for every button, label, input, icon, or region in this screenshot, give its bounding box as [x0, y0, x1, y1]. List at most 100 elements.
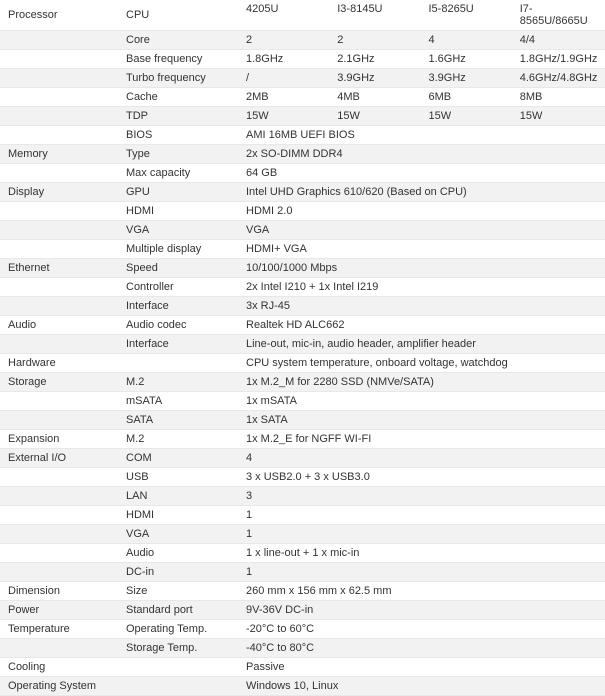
value-cell: I5-8265U	[423, 0, 514, 30]
attribute-cell: SATA	[120, 411, 240, 429]
attribute-cell: M.2	[120, 430, 240, 448]
category-cell: Cooling	[0, 658, 120, 676]
value-wrap: 1 x line-out + 1 x mic-in	[240, 544, 605, 562]
attribute-cell: LAN	[120, 487, 240, 505]
table-row: HardwareCPU system temperature, onboard …	[0, 354, 605, 373]
value-wrap: 2x Intel I210 + 1x Intel I219	[240, 278, 605, 296]
value-cell: 4.6GHz/4.8GHz	[514, 69, 605, 87]
value-cell: AMI 16MB UEFI BIOS	[240, 126, 605, 144]
table-row: BIOSAMI 16MB UEFI BIOS	[0, 126, 605, 145]
table-row: Interface3x RJ-45	[0, 297, 605, 316]
value-cell: 1x M.2_M for 2280 SSD (NMVe/SATA)	[240, 373, 605, 391]
value-wrap: HDMI+ VGA	[240, 240, 605, 258]
value-cell: 3x RJ-45	[240, 297, 605, 315]
table-row: Audio1 x line-out + 1 x mic-in	[0, 544, 605, 563]
category-cell	[0, 94, 120, 100]
value-cell: Realtek HD ALC662	[240, 316, 605, 334]
value-wrap: 10/100/1000 Mbps	[240, 259, 605, 277]
value-wrap: 2x SO-DIMM DDR4	[240, 145, 605, 163]
category-cell: Operating System	[0, 677, 120, 695]
attribute-cell: Core	[120, 31, 240, 49]
value-wrap: /3.9GHz3.9GHz4.6GHz/4.8GHz	[240, 69, 605, 87]
table-row: DimensionSize260 mm x 156 mm x 62.5 mm	[0, 582, 605, 601]
value-wrap: 4205UI3-8145UI5-8265UI7-8565U/8665U	[240, 0, 605, 30]
category-cell: Audio	[0, 316, 120, 334]
table-row: VGAVGA	[0, 221, 605, 240]
category-cell	[0, 645, 120, 651]
value-cell: 1x mSATA	[240, 392, 605, 410]
category-cell: Ethernet	[0, 259, 120, 277]
category-cell: Display	[0, 183, 120, 201]
table-row: Base frequency1.8GHz2.1GHz1.6GHz1.8GHz/1…	[0, 50, 605, 69]
table-row: mSATA1x mSATA	[0, 392, 605, 411]
value-cell: CPU system temperature, onboard voltage,…	[240, 354, 605, 372]
value-cell: 6MB	[423, 88, 514, 106]
category-cell	[0, 246, 120, 252]
value-cell: Windows 10, Linux	[240, 677, 605, 695]
value-cell: 8MB	[514, 88, 605, 106]
value-cell: 3.9GHz	[423, 69, 514, 87]
value-cell: 260 mm x 156 mm x 62.5 mm	[240, 582, 605, 600]
attribute-cell: M.2	[120, 373, 240, 391]
category-cell: External I/O	[0, 449, 120, 467]
value-cell: 2	[240, 31, 331, 49]
value-cell: 4MB	[331, 88, 422, 106]
table-row: Cache2MB4MB6MB8MB	[0, 88, 605, 107]
attribute-cell: Standard port	[120, 601, 240, 619]
attribute-cell: Speed	[120, 259, 240, 277]
attribute-cell: Base frequency	[120, 50, 240, 68]
table-row: VGA1	[0, 525, 605, 544]
value-cell: 3	[240, 487, 605, 505]
category-cell: Expansion	[0, 430, 120, 448]
value-wrap: 1.8GHz2.1GHz1.6GHz1.8GHz/1.9GHz	[240, 50, 605, 68]
attribute-cell: DC-in	[120, 563, 240, 581]
table-row: CoolingPassive	[0, 658, 605, 677]
value-cell: /	[240, 69, 331, 87]
value-cell: 2MB	[240, 88, 331, 106]
attribute-cell: Operating Temp.	[120, 620, 240, 638]
value-wrap: Line-out, mic-in, audio header, amplifie…	[240, 335, 605, 353]
value-cell: I3-8145U	[331, 0, 422, 30]
value-cell: -40°C to 80°C	[240, 639, 605, 657]
category-cell	[0, 417, 120, 423]
category-cell	[0, 493, 120, 499]
table-row: Controller2x Intel I210 + 1x Intel I219	[0, 278, 605, 297]
value-wrap: 1x SATA	[240, 411, 605, 429]
value-cell: 1x M.2_E for NGFF WI-FI	[240, 430, 605, 448]
attribute-cell: Audio codec	[120, 316, 240, 334]
category-cell	[0, 37, 120, 43]
category-cell	[0, 132, 120, 138]
value-wrap: Windows 10, Linux	[240, 677, 605, 695]
value-wrap: Realtek HD ALC662	[240, 316, 605, 334]
value-cell: 1.8GHz	[240, 50, 331, 68]
category-cell	[0, 208, 120, 214]
value-wrap: 260 mm x 156 mm x 62.5 mm	[240, 582, 605, 600]
value-wrap: 64 GB	[240, 164, 605, 182]
attribute-cell: Storage Temp.	[120, 639, 240, 657]
category-cell: Power	[0, 601, 120, 619]
attribute-cell: TDP	[120, 107, 240, 125]
attribute-cell: Interface	[120, 297, 240, 315]
value-wrap: 1	[240, 563, 605, 581]
table-row: HDMIHDMI 2.0	[0, 202, 605, 221]
category-cell	[0, 170, 120, 176]
value-wrap: VGA	[240, 221, 605, 239]
value-wrap: AMI 16MB UEFI BIOS	[240, 126, 605, 144]
value-cell: 4205U	[240, 0, 331, 30]
attribute-cell: HDMI	[120, 202, 240, 220]
category-cell: Storage	[0, 373, 120, 391]
value-cell: 2x SO-DIMM DDR4	[240, 145, 605, 163]
table-row: ProcessorCPU4205UI3-8145UI5-8265UI7-8565…	[0, 0, 605, 31]
category-cell	[0, 75, 120, 81]
category-cell	[0, 550, 120, 556]
attribute-cell: VGA	[120, 221, 240, 239]
category-cell: Processor	[0, 6, 120, 24]
value-cell: 3 x USB2.0 + 3 x USB3.0	[240, 468, 605, 486]
attribute-cell: Cache	[120, 88, 240, 106]
value-cell: 4	[240, 449, 605, 467]
spec-table: ProcessorCPU4205UI3-8145UI5-8265UI7-8565…	[0, 0, 605, 696]
value-cell: 15W	[240, 107, 331, 125]
value-cell: 10/100/1000 Mbps	[240, 259, 605, 277]
value-cell: 1.8GHz/1.9GHz	[514, 50, 605, 68]
table-row: StorageM.21x M.2_M for 2280 SSD (NMVe/SA…	[0, 373, 605, 392]
